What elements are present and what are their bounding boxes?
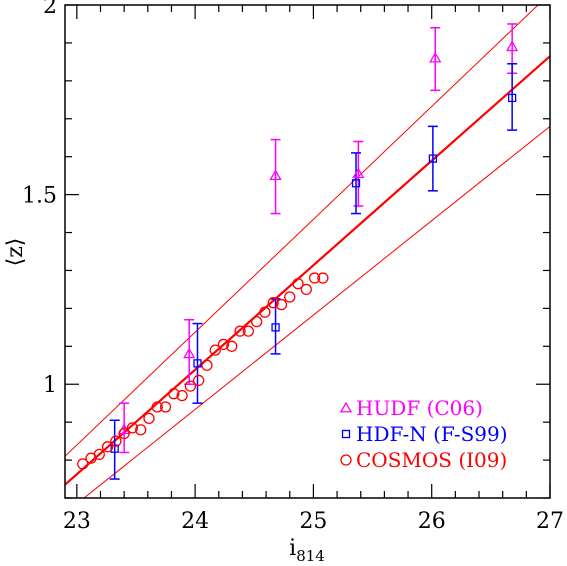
legend-marker-circle xyxy=(340,454,352,466)
data-point-circle xyxy=(143,412,155,425)
plot-frame xyxy=(64,4,551,499)
x-tick-label: 23 xyxy=(63,509,91,534)
data-point-square xyxy=(507,93,517,103)
data-point-circle xyxy=(234,325,246,337)
data-point-circle xyxy=(217,338,230,351)
axis-ticks xyxy=(65,4,551,499)
data-point-circle xyxy=(250,316,263,328)
data-point-circle xyxy=(242,325,255,337)
x-axis-label-sub: 814 xyxy=(296,547,325,565)
data-point-circle xyxy=(168,388,180,400)
data-point-circle xyxy=(135,424,147,436)
data-point-circle xyxy=(226,340,238,352)
legend-marker-square xyxy=(341,429,351,439)
data-point-circle xyxy=(317,272,329,284)
lower-envelope-line xyxy=(83,125,550,498)
fit-lines xyxy=(65,5,550,498)
x-tick-label: 24 xyxy=(181,509,209,534)
data-point-circle xyxy=(308,272,321,284)
data-point-square xyxy=(271,323,280,332)
tick-labels: 23 24 25 26 27 1 1.5 2 xyxy=(22,0,564,534)
legend: HUDF (C06)HDF-N (F-S99)COSMOS (I09) xyxy=(339,396,508,472)
data-point-triangle xyxy=(506,40,519,52)
data-point-circle xyxy=(292,278,304,290)
y-tick-label: 1.5 xyxy=(22,184,57,209)
data-point-circle xyxy=(184,380,197,392)
data-point-circle xyxy=(209,344,221,356)
data-point-circle xyxy=(101,441,114,453)
data-point-circle xyxy=(267,297,279,309)
legend-label: COSMOS (I09) xyxy=(356,448,507,472)
x-tick-label: 27 xyxy=(536,509,564,534)
data-point-circle xyxy=(300,283,312,296)
y-tick-label: 1 xyxy=(43,373,57,398)
upper-envelope-line xyxy=(65,5,539,457)
data-point-circle xyxy=(201,359,213,371)
data-point-square xyxy=(351,179,361,188)
legend-marker-triangle xyxy=(339,401,353,413)
data-point-circle xyxy=(284,291,296,303)
data-point-circle xyxy=(77,458,89,470)
data-point-circle xyxy=(159,401,172,413)
x-axis-label: i814 xyxy=(289,536,325,565)
data-point-triangle xyxy=(352,167,365,179)
legend-label: HUDF (C06) xyxy=(356,396,483,420)
x-tick-label: 26 xyxy=(418,509,446,534)
data-point-circle xyxy=(151,401,163,413)
data-point-circle xyxy=(118,427,130,440)
data-point-triangle xyxy=(269,169,282,181)
data-markers xyxy=(77,40,519,470)
data-point-circle xyxy=(259,306,271,318)
data-point-triangle xyxy=(429,51,442,63)
x-axis-label-main: i xyxy=(289,536,296,561)
data-point-circle xyxy=(275,298,288,311)
data-point-triangle xyxy=(183,347,196,359)
y-tick-label: 2 xyxy=(43,0,57,19)
x-tick-label: 25 xyxy=(299,509,327,534)
data-point-circle xyxy=(110,435,122,447)
data-point-square xyxy=(428,154,438,163)
data-point-circle xyxy=(126,422,139,434)
data-point-square xyxy=(193,359,202,368)
fit-line xyxy=(65,55,550,486)
legend-label: HDF-N (F-S99) xyxy=(356,422,508,446)
data-point-circle xyxy=(176,389,188,402)
data-point-square xyxy=(110,444,119,453)
data-point-circle xyxy=(93,448,105,461)
y-axis-label: ⟨z⟩ xyxy=(3,238,28,267)
data-point-circle xyxy=(193,374,205,387)
error-bars xyxy=(109,23,518,480)
